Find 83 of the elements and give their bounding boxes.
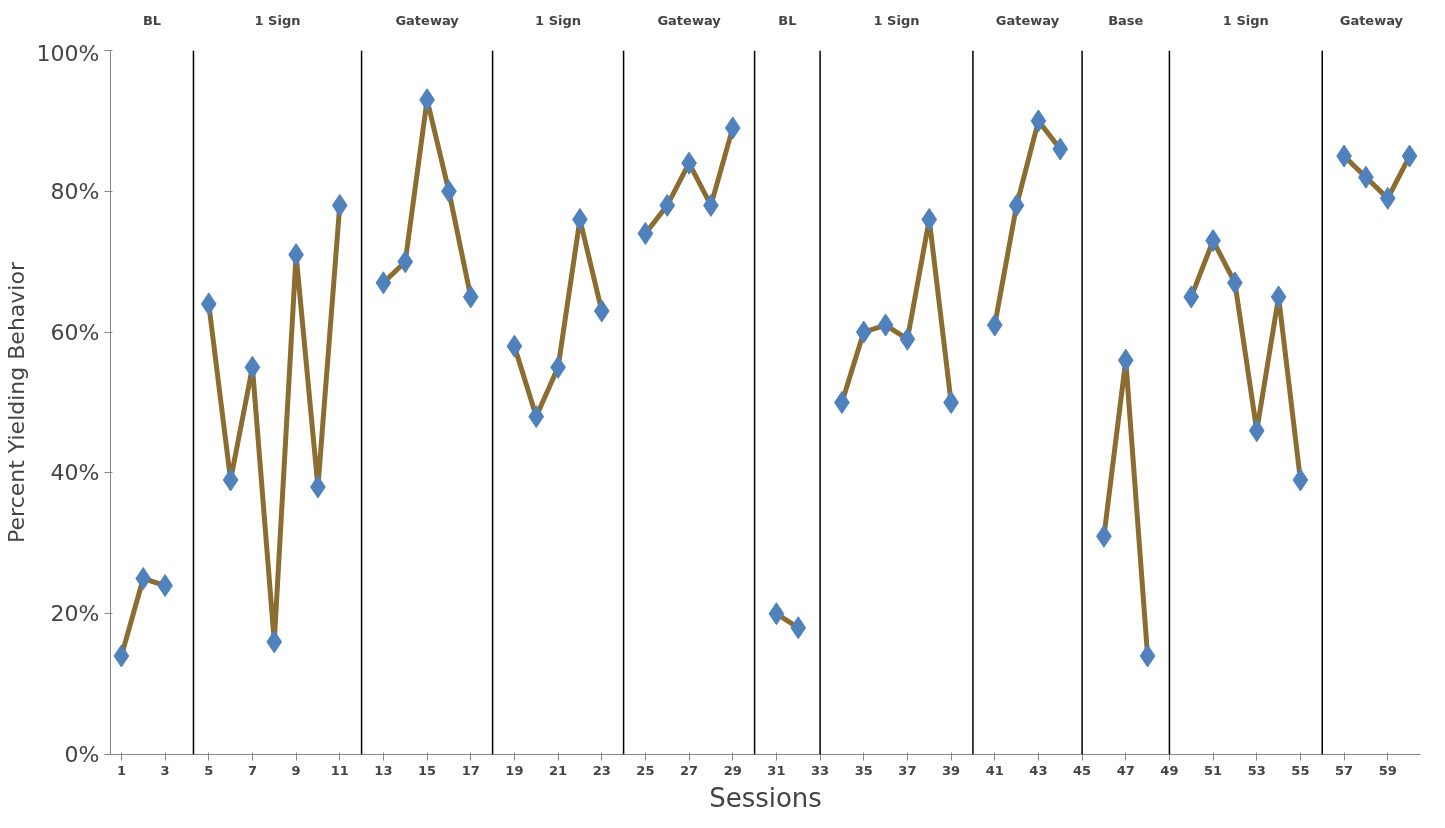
x-tick-label: 11 (330, 762, 349, 778)
point (1139, 644, 1156, 668)
y-tick-label: 100% (36, 40, 100, 66)
x-tick-label: 49 (1160, 762, 1179, 778)
x-tick-label: 9 (291, 762, 301, 778)
x-tick-label: 23 (592, 762, 611, 778)
text: Gateway (657, 13, 722, 28)
x-tick-label: 27 (680, 762, 699, 778)
point (375, 271, 392, 295)
point (986, 313, 1003, 337)
point (659, 193, 676, 217)
x-axis-title: Sessions (709, 782, 822, 813)
point (1248, 419, 1265, 443)
x-tick-label: 5 (204, 762, 214, 778)
point (135, 567, 152, 590)
text: 1 Sign (1222, 13, 1269, 28)
x-tick-label: 13 (374, 762, 393, 778)
point (528, 405, 545, 429)
text: BL (778, 13, 797, 28)
x-tick-label: 53 (1247, 762, 1266, 778)
x-tick-label: 45 (1073, 762, 1092, 778)
point (200, 292, 217, 316)
text: BL (142, 13, 162, 28)
x-tick-label: 33 (811, 762, 830, 778)
x-tick-label: 59 (1378, 762, 1397, 778)
point (1117, 348, 1134, 372)
point (1030, 109, 1047, 133)
point (397, 250, 414, 274)
point (506, 334, 523, 358)
point (790, 616, 807, 640)
x-tick-label: 17 (461, 762, 480, 778)
x-tick-label: 25 (636, 762, 655, 778)
point (593, 299, 610, 323)
point (1052, 137, 1069, 161)
text: Gateway (395, 13, 460, 28)
x-tick-label: 41 (985, 762, 1004, 778)
point (244, 355, 261, 379)
y-tick-label: 80% (50, 178, 100, 204)
x-tick-label: 3 (160, 762, 170, 778)
text: 1 Sign (254, 13, 301, 28)
point (768, 602, 785, 626)
x-tick-label: 47 (1116, 762, 1135, 778)
point (1401, 144, 1418, 168)
y-tick-label: 60% (50, 319, 100, 345)
point (266, 630, 283, 654)
point (855, 320, 872, 344)
y-tick-label: 0% (64, 742, 100, 767)
x-tick-label: 29 (723, 762, 742, 778)
point (899, 327, 916, 351)
x-tick-label: 19 (505, 762, 524, 778)
text: 1 Sign (535, 13, 582, 28)
point (1270, 285, 1287, 309)
y-tick-label: 20% (50, 601, 100, 627)
x-tick-label: 57 (1335, 762, 1354, 778)
point (1292, 468, 1309, 492)
x-tick-label: 15 (418, 762, 437, 778)
x-tick-label: 7 (247, 762, 257, 778)
text: Base (1108, 13, 1144, 28)
x-tick-label: 39 (942, 762, 961, 778)
point (113, 644, 130, 668)
point (1379, 186, 1396, 210)
point (877, 313, 894, 337)
point (331, 193, 348, 217)
text: 1 Sign (873, 13, 920, 28)
y-tick-label: 40% (50, 460, 100, 486)
x-tick-label: 35 (854, 762, 873, 778)
point (1183, 285, 1200, 309)
point (222, 468, 239, 492)
point (1008, 193, 1025, 217)
point (637, 222, 654, 246)
x-tick-label: 43 (1029, 762, 1048, 778)
point (921, 207, 938, 231)
point (462, 285, 479, 309)
point (724, 116, 741, 140)
x-tick-label: 55 (1291, 762, 1310, 778)
x-tick-label: 1 (116, 762, 126, 778)
x-tick-label: 37 (898, 762, 917, 778)
x-tick-label: 31 (767, 762, 786, 778)
text: Gateway (1339, 13, 1404, 28)
text: Gateway (995, 13, 1060, 28)
y-axis-title: Percent Yielding Behavior (3, 261, 29, 543)
x-tick-label: 51 (1204, 762, 1223, 778)
x-tick-label: 21 (549, 762, 568, 778)
